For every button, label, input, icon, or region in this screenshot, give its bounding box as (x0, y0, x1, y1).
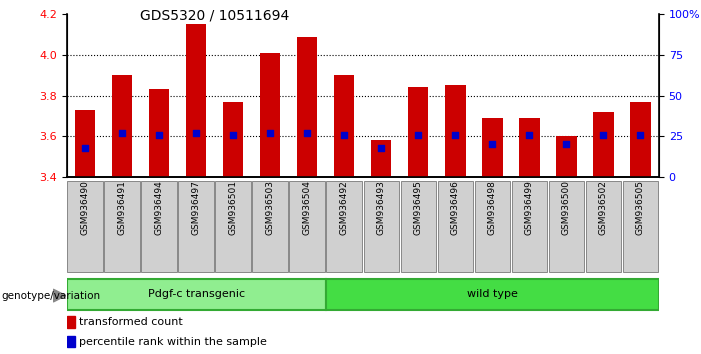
Point (561, 142, 572, 147)
Bar (519, 118, 540, 177)
Text: GSM936504: GSM936504 (303, 180, 312, 235)
FancyBboxPatch shape (622, 181, 658, 272)
Point (301, 130, 313, 136)
Text: transformed count: transformed count (79, 317, 183, 327)
Text: GSM936501: GSM936501 (229, 180, 238, 235)
Bar (445, 85, 465, 177)
Text: Pdgf-c transgenic: Pdgf-c transgenic (148, 289, 245, 299)
Bar (149, 90, 170, 177)
Text: GSM936500: GSM936500 (562, 180, 571, 235)
Point (339, 132, 350, 137)
Bar (186, 24, 206, 177)
Point (264, 130, 275, 136)
FancyBboxPatch shape (67, 181, 103, 272)
FancyBboxPatch shape (327, 181, 362, 272)
Point (79, 145, 90, 150)
Point (635, 132, 646, 137)
Bar (67, 316, 76, 328)
Point (228, 132, 239, 137)
Text: GSM936494: GSM936494 (155, 180, 163, 235)
Point (598, 132, 609, 137)
FancyBboxPatch shape (437, 181, 473, 272)
Text: genotype/variation: genotype/variation (1, 291, 100, 301)
FancyBboxPatch shape (585, 181, 621, 272)
Bar (260, 53, 280, 177)
Bar (297, 36, 318, 177)
Text: GSM936497: GSM936497 (191, 180, 200, 235)
Bar (334, 75, 355, 177)
Point (116, 130, 128, 136)
Point (154, 132, 165, 137)
Point (191, 130, 202, 136)
FancyBboxPatch shape (142, 181, 177, 272)
Bar (408, 87, 428, 177)
Text: GSM936495: GSM936495 (414, 180, 423, 235)
Point (413, 132, 424, 137)
Text: GDS5320 / 10511694: GDS5320 / 10511694 (140, 9, 290, 23)
FancyBboxPatch shape (215, 181, 251, 272)
FancyBboxPatch shape (178, 181, 214, 272)
FancyBboxPatch shape (326, 279, 659, 310)
Text: wild type: wild type (467, 289, 518, 299)
FancyBboxPatch shape (549, 181, 584, 272)
Polygon shape (53, 289, 66, 302)
Bar (67, 336, 76, 347)
Bar (112, 75, 132, 177)
FancyBboxPatch shape (400, 181, 436, 272)
FancyBboxPatch shape (67, 279, 326, 310)
Bar (482, 118, 503, 177)
Point (376, 145, 387, 150)
Bar (371, 140, 391, 177)
Bar (223, 102, 243, 177)
Text: GSM936492: GSM936492 (340, 180, 349, 235)
Bar (556, 136, 576, 177)
FancyBboxPatch shape (364, 181, 399, 272)
Point (450, 132, 461, 137)
Text: GSM936491: GSM936491 (118, 180, 127, 235)
Bar (75, 110, 95, 177)
FancyBboxPatch shape (475, 181, 510, 272)
FancyBboxPatch shape (512, 181, 547, 272)
Bar (593, 112, 613, 177)
Text: GSM936498: GSM936498 (488, 180, 497, 235)
FancyBboxPatch shape (290, 181, 325, 272)
FancyBboxPatch shape (252, 181, 288, 272)
Text: GSM936503: GSM936503 (266, 180, 275, 235)
Text: GSM936490: GSM936490 (81, 180, 90, 235)
Bar (630, 102, 651, 177)
Text: percentile rank within the sample: percentile rank within the sample (79, 337, 267, 347)
Text: GSM936499: GSM936499 (525, 180, 534, 235)
Point (486, 142, 498, 147)
Point (524, 132, 535, 137)
Text: GSM936502: GSM936502 (599, 180, 608, 235)
Text: GSM936505: GSM936505 (636, 180, 645, 235)
FancyBboxPatch shape (104, 181, 140, 272)
Text: GSM936496: GSM936496 (451, 180, 460, 235)
Text: GSM936493: GSM936493 (376, 180, 386, 235)
